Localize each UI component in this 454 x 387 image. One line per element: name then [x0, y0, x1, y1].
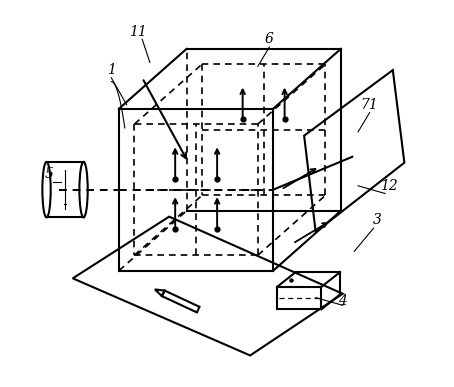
- Text: 12: 12: [380, 179, 398, 193]
- Text: 11: 11: [129, 24, 147, 39]
- Text: 4: 4: [338, 295, 347, 308]
- Text: 6: 6: [265, 32, 274, 46]
- Text: 5: 5: [45, 167, 54, 181]
- Text: 1: 1: [107, 63, 116, 77]
- Text: 71: 71: [361, 98, 379, 112]
- Text: 3: 3: [373, 214, 382, 228]
